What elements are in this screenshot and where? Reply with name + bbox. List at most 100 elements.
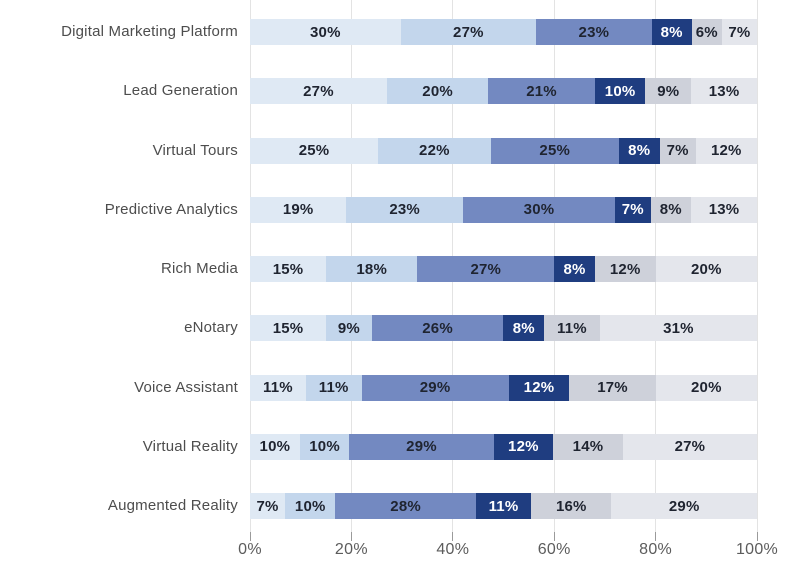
bar-segment: 13% [691, 196, 757, 223]
bar-segment: 22% [378, 137, 491, 164]
bar-row: Augmented Reality 7% 10% 28% 11% 16% 29% [0, 493, 800, 519]
row-label: Virtual Reality [142, 437, 238, 455]
segment-value-label: 10% [294, 497, 326, 515]
segment-value-label: 14% [572, 438, 604, 456]
row-label: Rich Media [160, 260, 238, 277]
segment-value-label: 9% [337, 319, 360, 337]
bar-segment: 11% [250, 374, 306, 401]
segment-value-label: 7% [621, 201, 644, 219]
bar-track: 15% 18% 27% 8% 12% 20% [250, 256, 758, 282]
x-tick-label: 80% [639, 541, 673, 558]
segment-value-label: 8% [563, 260, 586, 278]
segment-value-label: 10% [309, 438, 340, 456]
bar-segment: 7% [721, 19, 757, 45]
bar-segment: 6% [691, 19, 722, 45]
segment-value-label: 23% [389, 201, 420, 219]
segment-value-label: 27% [303, 82, 334, 100]
bar-track: 19% 23% 30% 7% 8% 13% [250, 196, 757, 223]
segment-value-label: 29% [668, 497, 700, 515]
segment-value-label: 25% [298, 142, 330, 159]
bar-segment: 29% [611, 493, 757, 519]
bar-segment: 23% [346, 196, 463, 223]
bar-segment: 12% [493, 433, 554, 460]
bar-segment: 14% [553, 433, 623, 460]
bar-row: Predictive Analytics 19% 23% 30% 7% 8% 13% [0, 196, 800, 223]
segment-value-label: 12% [523, 379, 555, 396]
bar-row: Virtual Tours 25% 22% 25% 8% 7% 12% [0, 137, 800, 164]
segment-value-label: 27% [674, 438, 706, 456]
bar-segment: 29% [361, 374, 509, 401]
bar-segment: 28% [335, 493, 476, 519]
segment-value-label: 30% [309, 23, 341, 41]
segment-value-label: 9% [657, 82, 680, 100]
segment-value-label: 30% [523, 201, 555, 219]
bar-segment: 27% [622, 433, 757, 460]
segment-value-label: 31% [663, 319, 694, 337]
bar-segment: 7% [615, 196, 651, 223]
bar-row: Virtual Reality 10% 10% 29% 12% 14% 27% [0, 433, 800, 460]
segment-value-label: 27% [453, 23, 484, 41]
segment-value-label: 13% [708, 82, 740, 100]
segment-value-label: 18% [356, 260, 387, 278]
bar-segment: 27% [400, 19, 537, 45]
segment-value-label: 23% [578, 23, 610, 41]
bar-segment: 21% [488, 78, 595, 105]
segment-value-label: 19% [282, 201, 314, 219]
segment-value-label: 16% [555, 497, 587, 515]
segment-value-label: 8% [512, 319, 535, 337]
x-tick-label: 0% [238, 541, 262, 558]
bar-segment: 26% [371, 315, 504, 342]
tick-mark [655, 532, 657, 541]
bar-segment: 7% [659, 137, 696, 164]
segment-value-label: 12% [609, 260, 641, 278]
segment-value-label: 29% [419, 379, 451, 396]
bar-segment: 31% [599, 315, 757, 342]
bar-track: 15% 9% 26% 8% 11% 31% [250, 315, 757, 342]
bar-segment: 23% [536, 19, 652, 45]
x-tick-label: 100% [735, 541, 779, 558]
segment-value-label: 25% [539, 142, 571, 159]
tick-mark [452, 532, 454, 541]
segment-value-label: 22% [419, 142, 450, 159]
segment-value-label: 10% [604, 82, 636, 100]
bar-track: 27% 20% 21% 10% 9% 13% [250, 78, 757, 105]
tick-mark [553, 532, 555, 541]
tick-mark [350, 532, 352, 541]
segment-value-label: 17% [597, 379, 628, 396]
segment-value-label: 8% [659, 201, 682, 219]
bar-segment: 13% [691, 78, 757, 105]
segment-value-label: 8% [660, 23, 683, 41]
bar-segment: 12% [695, 137, 757, 164]
segment-value-label: 20% [690, 379, 722, 396]
bar-segment: 8% [503, 315, 545, 342]
segment-value-label: 7% [728, 23, 751, 41]
bar-segment: 10% [250, 433, 300, 460]
bar-row: eNotary 15% 9% 26% 8% 11% 31% [0, 315, 800, 342]
row-label: Lead Generation [123, 82, 238, 100]
bar-segment: 30% [462, 196, 616, 223]
bar-segment: 17% [569, 374, 656, 401]
bar-segment: 10% [299, 433, 350, 460]
row-label: Virtual Tours [152, 141, 238, 159]
segment-value-label: 13% [708, 201, 740, 219]
x-tick-label: 40% [436, 541, 470, 558]
segment-value-label: 15% [272, 260, 304, 278]
bar-segment: 11% [544, 315, 600, 342]
bar-segment: 20% [655, 256, 758, 282]
bar-segment: 27% [250, 78, 387, 105]
segment-value-label: 21% [526, 82, 557, 100]
segment-value-label: 8% [628, 142, 651, 159]
bar-segment: 10% [594, 78, 646, 105]
bar-segment: 25% [490, 137, 619, 164]
bar-segment: 8% [650, 196, 692, 223]
bar-segment: 9% [645, 78, 692, 105]
segment-value-label: 15% [272, 319, 304, 337]
row-label: Digital Marketing Platform [61, 23, 238, 40]
bar-segment: 30% [250, 19, 401, 45]
segment-value-label: 28% [390, 497, 421, 515]
segment-value-label: 27% [470, 260, 502, 278]
segment-value-label: 11% [262, 379, 293, 396]
segment-value-label: 6% [695, 23, 718, 41]
segment-value-label: 7% [256, 497, 279, 515]
